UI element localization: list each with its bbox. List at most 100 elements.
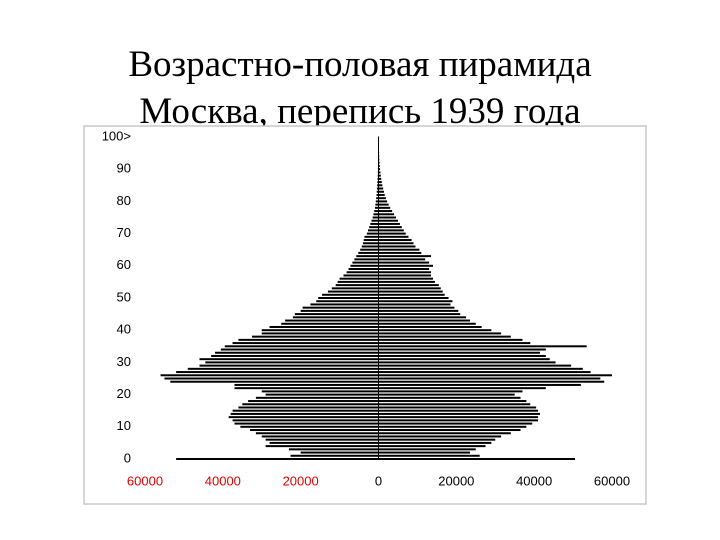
- bar: [378, 435, 502, 438]
- x-tick-label: 40000: [516, 473, 552, 488]
- bar: [250, 429, 379, 432]
- bar: [361, 245, 379, 248]
- bar: [378, 425, 527, 428]
- bar: [378, 271, 432, 274]
- bar: [378, 287, 441, 290]
- bar: [378, 290, 443, 293]
- bar: [215, 351, 379, 354]
- bar: [373, 213, 379, 216]
- bar: [378, 416, 539, 419]
- bar: [378, 181, 382, 184]
- bar: [370, 222, 379, 225]
- bar: [378, 242, 414, 245]
- bar: [371, 219, 379, 222]
- bar: [378, 171, 381, 174]
- bar: [285, 319, 379, 322]
- bar: [375, 200, 379, 203]
- y-tick-label: 90: [117, 161, 131, 176]
- bar: [356, 255, 379, 258]
- bar: [376, 187, 379, 190]
- bar: [230, 412, 379, 415]
- bar: [378, 445, 486, 448]
- bar: [176, 371, 379, 374]
- bar: [363, 239, 379, 242]
- bar: [300, 451, 379, 454]
- x-tick-label: 0: [375, 473, 382, 488]
- bar: [378, 219, 398, 222]
- y-tick-label: 20: [117, 386, 131, 401]
- bar: [248, 400, 379, 403]
- y-tick-label: 100>: [102, 128, 131, 143]
- bar: [378, 245, 416, 248]
- bar: [378, 300, 453, 303]
- bar: [378, 429, 521, 432]
- bar: [378, 168, 381, 171]
- x-tick-label: 40000: [205, 473, 241, 488]
- bar: [378, 390, 523, 393]
- bar: [187, 367, 379, 370]
- bar: [378, 232, 406, 235]
- bar: [374, 206, 379, 209]
- y-tick-label: 0: [124, 450, 131, 465]
- bar: [378, 239, 412, 242]
- bar: [378, 338, 523, 341]
- bar: [378, 274, 432, 277]
- bar: [378, 361, 556, 364]
- bar: [378, 303, 451, 306]
- bar: [220, 348, 379, 351]
- x-tick-label: 20000: [438, 473, 474, 488]
- bar: [316, 300, 379, 303]
- bar: [378, 210, 393, 213]
- y-tick-label: 60: [117, 257, 131, 272]
- bar: [352, 261, 379, 264]
- bar: [234, 383, 379, 386]
- bar: [360, 248, 379, 251]
- bar: [378, 374, 612, 377]
- bar: [269, 325, 379, 328]
- bar: [238, 338, 379, 341]
- bar: [378, 438, 496, 441]
- bar: [378, 322, 476, 325]
- bar: [232, 419, 379, 422]
- bar: [376, 190, 379, 193]
- bar: [176, 458, 379, 460]
- bar: [288, 448, 379, 451]
- bar: [238, 406, 379, 409]
- bar: [205, 361, 379, 364]
- bar: [378, 177, 382, 180]
- bar: [211, 354, 379, 357]
- bar: [378, 184, 383, 187]
- y-tick-label: 80: [117, 193, 131, 208]
- bar: [228, 416, 379, 419]
- bar: [362, 242, 379, 245]
- bar: [378, 216, 397, 219]
- bar: [261, 332, 379, 335]
- bar: [265, 445, 379, 448]
- bar: [378, 371, 591, 374]
- bar: [302, 306, 379, 309]
- y-tick-label: 30: [117, 354, 131, 369]
- bar: [378, 448, 476, 451]
- x-tick-label: 20000: [283, 473, 319, 488]
- bar: [378, 342, 531, 345]
- bar: [376, 197, 379, 200]
- bar: [265, 438, 379, 441]
- bar: [378, 309, 459, 312]
- bar: [378, 197, 386, 200]
- bar: [224, 345, 379, 348]
- bar: [242, 403, 379, 406]
- bar: [378, 251, 422, 254]
- bar: [378, 419, 539, 422]
- bar: [339, 277, 379, 280]
- bar: [252, 335, 379, 338]
- bar: [378, 280, 435, 283]
- y-tick-label: 10: [117, 418, 131, 433]
- bar: [378, 400, 527, 403]
- bar: [378, 432, 511, 435]
- bar: [378, 203, 389, 206]
- bar: [378, 325, 482, 328]
- bar: [378, 235, 409, 238]
- bar: [378, 409, 539, 412]
- bar: [348, 268, 379, 271]
